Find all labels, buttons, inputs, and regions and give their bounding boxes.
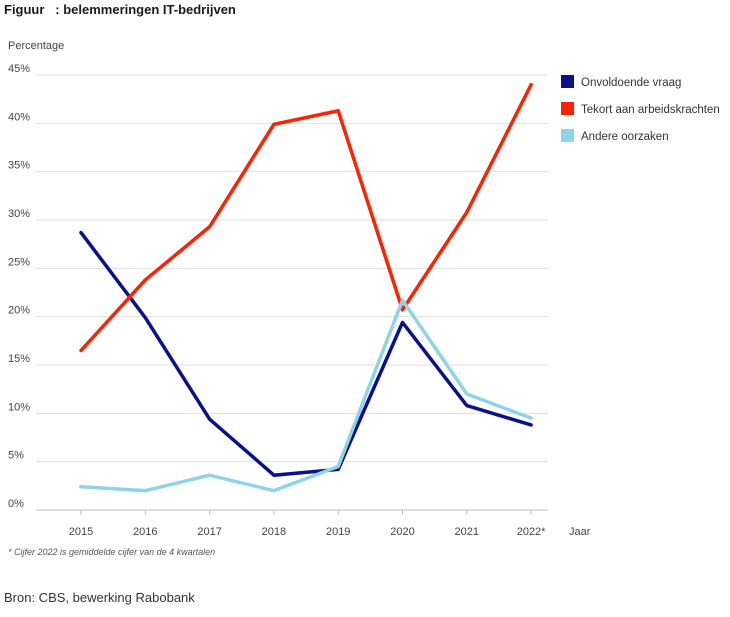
legend-swatch (561, 129, 574, 142)
x-tick-label: 2016 (133, 526, 157, 538)
x-axis-label: Jaar (569, 526, 591, 538)
y-tick-label: 45% (8, 63, 30, 75)
series-line-2 (79, 82, 533, 353)
legend-swatch (561, 75, 574, 88)
x-tick-label: 2017 (197, 526, 221, 538)
y-tick-label: 40% (8, 111, 30, 123)
legend: Onvoldoende vraag Tekort aan arbeidskrach… (561, 75, 720, 143)
x-tick-label: 2015 (69, 526, 93, 538)
x-tick-label: 2018 (262, 526, 286, 538)
y-tick-label: 20% (8, 305, 30, 317)
legend-label: Andere oorzaken (581, 131, 669, 143)
footnote: * Cijfer 2022 is gemiddelde cijfer van d… (8, 547, 216, 557)
y-tick-label: 0% (8, 498, 24, 510)
x-tick-label: 2020 (390, 526, 414, 538)
legend-label: Onvoldoende vraag (581, 77, 681, 89)
y-tick-label: 5% (8, 450, 24, 462)
y-tick-label: 25% (8, 256, 30, 268)
source-note: Bron: CBS, bewerking Rabobank (4, 590, 195, 605)
x-axis-ticks: 2015 2016 2017 2018 2019 2020 2021 2022* (69, 510, 546, 538)
series-lines (79, 82, 533, 493)
legend-label: Tekort aan arbeidskrachten (581, 104, 720, 116)
y-axis-ticks: 0% 5% 10% 15% 20% 25% 30% 35% 40% 45% (8, 63, 30, 510)
series-line-3 (79, 298, 533, 493)
figure-title: Figuur : belemmeringen IT-bedrijven (4, 2, 236, 17)
y-tick-label: 10% (8, 401, 30, 413)
y-tick-label: 15% (8, 353, 30, 365)
series-line-1 (79, 230, 533, 477)
y-tick-label: 35% (8, 160, 30, 172)
legend-swatch (561, 102, 574, 115)
y-tick-label: 30% (8, 208, 30, 220)
x-tick-label: 2021 (455, 526, 479, 538)
gridlines (36, 74, 548, 511)
x-tick-label: 2022* (517, 526, 546, 538)
x-tick-label: 2019 (326, 526, 350, 538)
y-axis-label: Percentage (8, 40, 64, 52)
